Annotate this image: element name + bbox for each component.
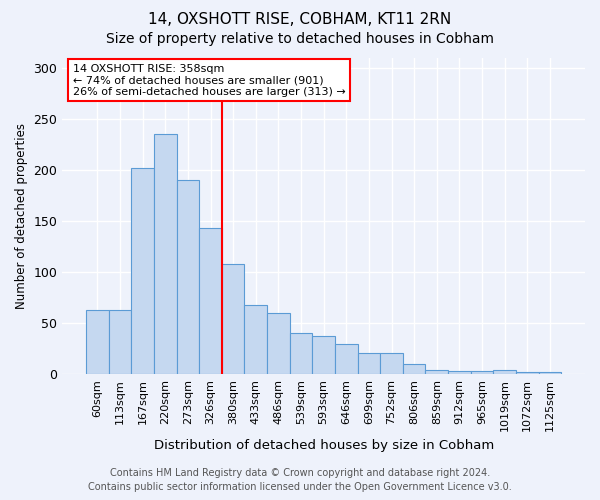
Bar: [176, 180, 199, 374]
Bar: [86, 310, 109, 374]
Bar: [154, 134, 176, 374]
Y-axis label: Number of detached properties: Number of detached properties: [15, 123, 28, 309]
X-axis label: Distribution of detached houses by size in Cobham: Distribution of detached houses by size …: [154, 440, 494, 452]
Bar: [539, 372, 561, 374]
Bar: [244, 305, 267, 374]
Bar: [222, 264, 244, 374]
Text: 14, OXSHOTT RISE, COBHAM, KT11 2RN: 14, OXSHOTT RISE, COBHAM, KT11 2RN: [148, 12, 452, 28]
Bar: [425, 370, 448, 374]
Bar: [403, 364, 425, 374]
Bar: [290, 334, 313, 374]
Bar: [471, 371, 493, 374]
Text: Size of property relative to detached houses in Cobham: Size of property relative to detached ho…: [106, 32, 494, 46]
Bar: [313, 336, 335, 374]
Bar: [199, 228, 222, 374]
Bar: [516, 372, 539, 374]
Bar: [267, 313, 290, 374]
Text: Contains HM Land Registry data © Crown copyright and database right 2024.
Contai: Contains HM Land Registry data © Crown c…: [88, 468, 512, 492]
Bar: [131, 168, 154, 374]
Bar: [493, 370, 516, 374]
Bar: [335, 344, 358, 374]
Text: 14 OXSHOTT RISE: 358sqm
← 74% of detached houses are smaller (901)
26% of semi-d: 14 OXSHOTT RISE: 358sqm ← 74% of detache…: [73, 64, 346, 97]
Bar: [448, 371, 471, 374]
Bar: [358, 353, 380, 374]
Bar: [380, 353, 403, 374]
Bar: [109, 310, 131, 374]
